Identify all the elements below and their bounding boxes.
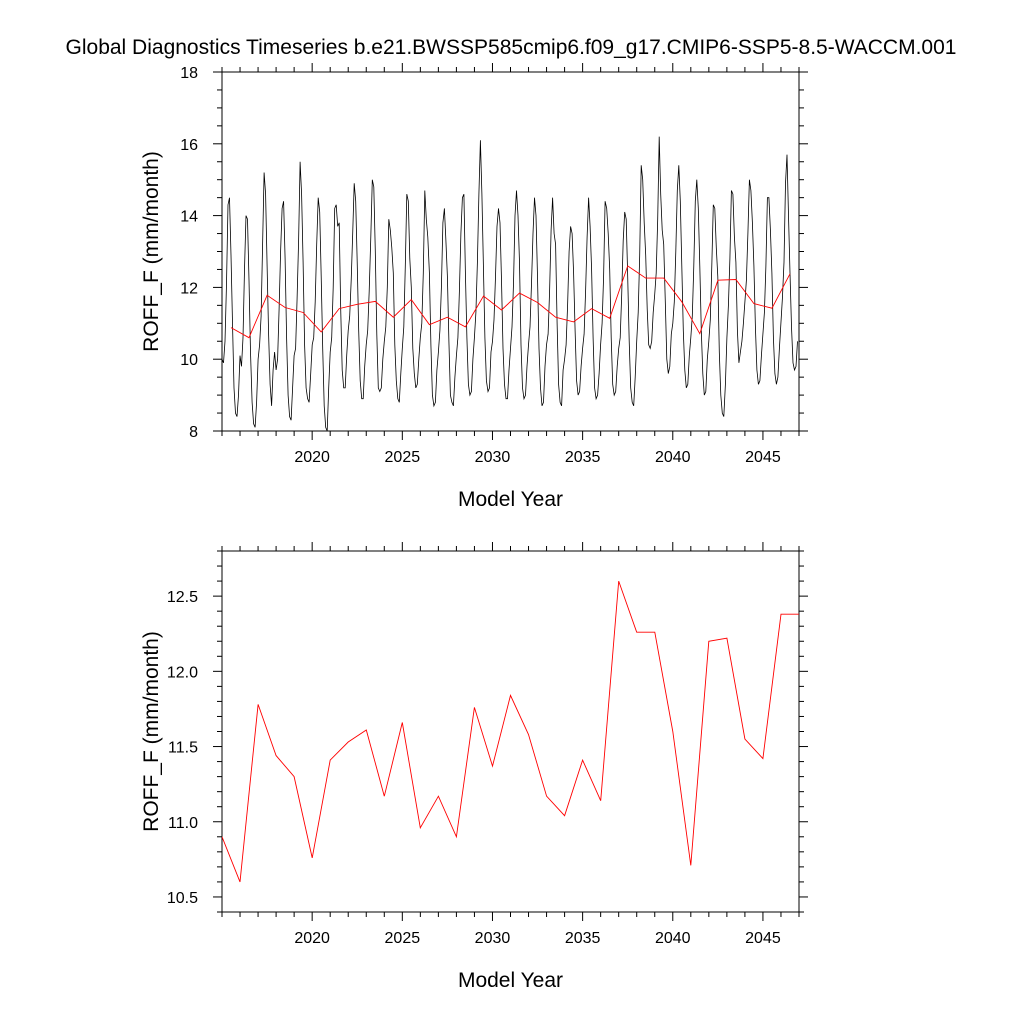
x-tick-label: 2035	[565, 449, 601, 466]
figure-title: Global Diagnostics Timeseries b.e21.BWSS…	[66, 36, 957, 59]
y-tick-label: 18	[180, 65, 198, 82]
x-tick-label: 2030	[475, 930, 511, 947]
x-tick-label: 2035	[565, 930, 601, 947]
x-tick-label: 2020	[294, 449, 330, 466]
x-tick-label: 2045	[745, 930, 781, 947]
x-tick-label: 2025	[385, 449, 421, 466]
x-tick-label: 2030	[475, 449, 511, 466]
y-tick-label: 11.5	[168, 740, 198, 757]
y-axis-label: ROFF_F (mm/month)	[140, 631, 163, 832]
annual-series-line	[222, 580, 799, 883]
y-tick-label: 12.0	[167, 664, 198, 681]
x-axis-label: Model Year	[458, 488, 563, 511]
y-tick-label: 11.0	[168, 815, 198, 832]
y-tick-label: 10.5	[167, 890, 198, 907]
y-axis-label: ROFF_F (mm/month)	[140, 151, 163, 352]
y-tick-label: 12	[180, 280, 198, 297]
y-tick-label: 16	[180, 137, 198, 154]
y-tick-label: 8	[189, 424, 198, 441]
bottom-panel: 2020 2025 2030 2035 2040 2045 10.5 11.0 11.5 12.0…	[140, 542, 808, 992]
monthly-series-line	[222, 136, 798, 431]
x-tick-label: 2020	[294, 930, 330, 947]
x-tick-label: 2040	[655, 930, 691, 947]
y-tick-label: 12.5	[167, 589, 198, 606]
x-tick-label: 2025	[385, 930, 421, 947]
x-tick-label: 2045	[745, 449, 781, 466]
annual-series-line	[230, 265, 791, 339]
y-tick-label: 10	[180, 352, 198, 369]
top-panel: 2020 2025 2030 2035 2040 2045 8 10 12 14 16 18 Model…	[140, 63, 808, 511]
y-tick-label: 14	[180, 209, 198, 226]
x-tick-label: 2040	[655, 449, 691, 466]
x-axis-label: Model Year	[458, 969, 563, 992]
plot-frame	[221, 550, 800, 913]
